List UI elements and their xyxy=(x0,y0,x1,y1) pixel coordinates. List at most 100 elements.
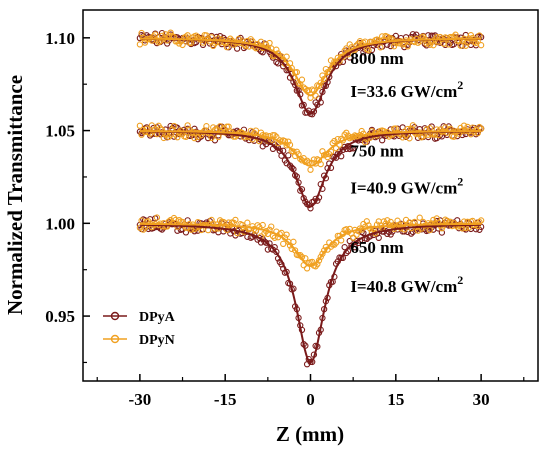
legend: DPyA DPyN xyxy=(103,310,176,348)
data-point xyxy=(462,42,469,49)
data-point xyxy=(310,108,318,115)
data-point xyxy=(285,138,292,145)
axis-ticks: -30 -15 0 15 30 0.95 1.00 1.05 1.10 xyxy=(45,29,525,409)
fit-curves xyxy=(139,37,482,364)
data-points xyxy=(136,29,485,368)
data-point xyxy=(170,122,178,130)
data-point xyxy=(266,39,273,47)
data-point xyxy=(377,44,384,51)
intensity-label: I=33.6 GW/cm2 xyxy=(350,78,463,101)
data-point xyxy=(476,123,483,131)
data-point xyxy=(477,217,485,224)
data-point xyxy=(477,42,485,49)
data-point xyxy=(302,255,309,262)
legend-marker xyxy=(110,311,120,321)
data-point xyxy=(283,53,290,60)
data-point xyxy=(430,42,437,49)
data-point xyxy=(271,234,278,241)
data-point xyxy=(298,76,306,83)
data-point xyxy=(273,248,280,255)
data-point xyxy=(283,231,290,238)
data-point xyxy=(288,164,295,171)
data-point xyxy=(351,244,359,251)
data-point xyxy=(445,41,452,48)
data-point xyxy=(203,123,210,130)
y-tick-label: 1.10 xyxy=(45,29,75,48)
data-point xyxy=(394,217,401,224)
data-point xyxy=(426,226,434,234)
data-point xyxy=(216,123,224,130)
data-point xyxy=(152,31,159,38)
plot-frame xyxy=(82,9,539,382)
data-point xyxy=(259,221,266,229)
data-point xyxy=(409,220,417,227)
data-point xyxy=(184,32,191,39)
wavelength-label: 800 nm xyxy=(350,49,403,68)
data-point xyxy=(164,40,171,47)
data-point xyxy=(165,133,173,140)
data-point xyxy=(413,31,420,38)
data-point xyxy=(379,137,386,144)
y-tick-label: 1.05 xyxy=(45,122,75,141)
data-point xyxy=(257,38,265,45)
x-tick-label: 15 xyxy=(387,390,404,409)
data-point xyxy=(280,240,287,247)
data-point xyxy=(317,160,324,168)
data-point xyxy=(262,239,270,246)
data-point xyxy=(182,133,190,141)
y-tick-label: 1.00 xyxy=(45,214,75,233)
data-point xyxy=(309,258,316,266)
data-point xyxy=(194,133,202,141)
data-point xyxy=(271,132,278,139)
data-point xyxy=(348,242,355,249)
data-point xyxy=(274,60,282,67)
data-point xyxy=(268,223,275,230)
data-point xyxy=(303,157,311,164)
data-point xyxy=(387,218,394,226)
data-point xyxy=(353,231,360,238)
data-point xyxy=(179,41,186,49)
x-tick-label: -30 xyxy=(129,390,152,409)
data-point xyxy=(170,214,178,222)
data-point xyxy=(360,130,367,137)
data-point xyxy=(175,216,183,224)
data-point xyxy=(216,217,224,224)
data-point xyxy=(327,57,335,64)
legend-label: DPyA xyxy=(139,310,176,325)
data-point xyxy=(331,137,338,145)
data-point xyxy=(285,152,292,159)
data-point xyxy=(361,139,369,146)
data-point xyxy=(450,133,457,140)
data-point xyxy=(338,153,345,160)
fit-line xyxy=(139,130,482,167)
data-point xyxy=(350,145,357,152)
data-point xyxy=(136,122,144,129)
x-axis-title: Z (mm) xyxy=(276,422,344,446)
y-tick-label: 0.95 xyxy=(45,307,75,326)
data-point xyxy=(406,135,413,142)
data-point xyxy=(223,44,231,51)
data-point xyxy=(338,237,345,244)
intensity-label: I=40.8 GW/cm2 xyxy=(350,273,463,296)
data-point xyxy=(141,39,149,46)
data-point xyxy=(158,29,166,37)
legend-label: DPyN xyxy=(139,333,175,348)
data-point xyxy=(244,219,251,226)
data-point xyxy=(208,134,215,142)
fit-line xyxy=(139,223,482,364)
data-point xyxy=(387,42,394,50)
fit-line xyxy=(139,222,482,268)
data-point xyxy=(208,216,215,224)
data-point xyxy=(341,244,348,251)
data-point xyxy=(438,229,446,236)
x-tick-label: -15 xyxy=(214,390,237,409)
fit-line xyxy=(139,37,482,97)
data-point xyxy=(409,122,417,129)
data-point xyxy=(332,145,340,152)
data-point xyxy=(136,41,144,48)
data-point xyxy=(153,214,161,221)
y-axis-title: Normalized Transmittance xyxy=(3,75,27,315)
data-point xyxy=(191,134,198,142)
data-point xyxy=(317,253,324,261)
data-point xyxy=(232,216,239,224)
